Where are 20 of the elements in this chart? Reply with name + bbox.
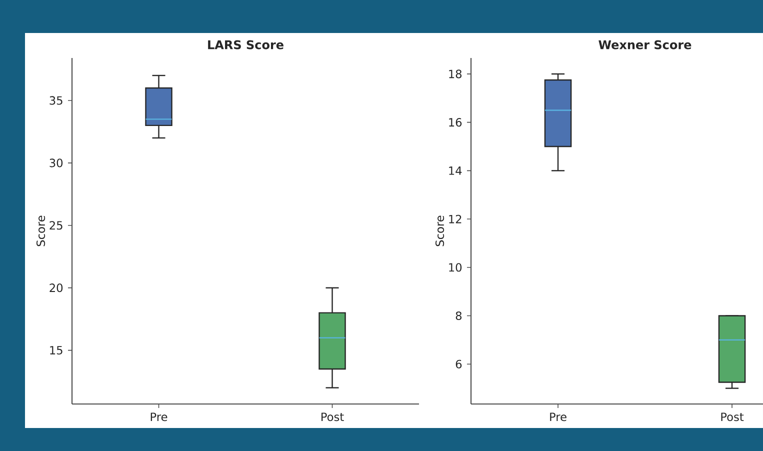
chart-title: LARS Score — [208, 40, 284, 50]
y-tick-label: 10 — [449, 263, 462, 272]
x-tick-label: Pre — [150, 412, 168, 422]
y-axis-title: Score — [36, 216, 46, 246]
x-tick-label: Post — [322, 412, 344, 422]
x-tick-label: Pre — [550, 412, 566, 422]
y-tick-label: 35 — [50, 96, 62, 105]
y-tick-label: 14 — [449, 166, 462, 175]
y-tick-label: 30 — [50, 158, 63, 168]
y-tick-label: 12 — [449, 214, 462, 224]
chart-title: Wexner Score — [598, 40, 692, 50]
y-tick-label: 25 — [50, 221, 62, 230]
x-tick-label: Post — [721, 412, 744, 422]
y-axis-title: Score — [435, 216, 444, 246]
y-tick-label: 6 — [456, 360, 462, 368]
y-tick-label: 16 — [449, 118, 462, 127]
y-tick-label: 18 — [449, 70, 462, 78]
y-tick-label: 20 — [50, 284, 63, 292]
y-tick-label: 8 — [456, 311, 462, 320]
y-tick-label: 15 — [50, 346, 62, 355]
